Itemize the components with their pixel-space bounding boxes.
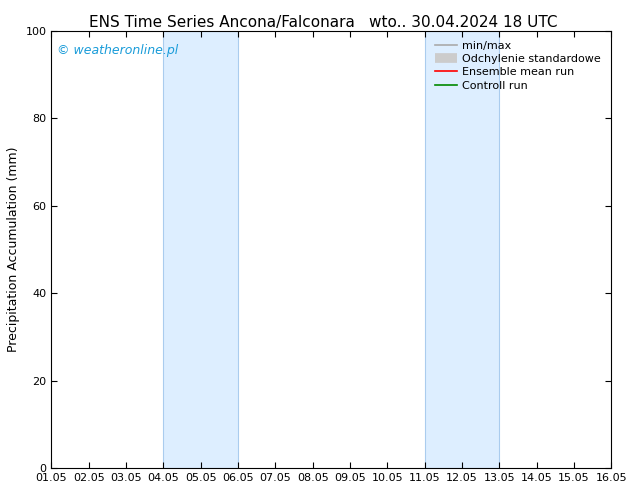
Bar [425,30,499,468]
Y-axis label: Precipitation Accumulation (mm): Precipitation Accumulation (mm) [7,147,20,352]
Bar [164,30,238,468]
Legend: min/max, Odchylenie standardowe, Ensemble mean run, Controll run: min/max, Odchylenie standardowe, Ensembl… [430,36,605,95]
Text: ENS Time Series Ancona/Falconara: ENS Time Series Ancona/Falconara [89,15,355,30]
Text: wto.. 30.04.2024 18 UTC: wto.. 30.04.2024 18 UTC [368,15,557,30]
Text: © weatheronline.pl: © weatheronline.pl [57,44,178,57]
